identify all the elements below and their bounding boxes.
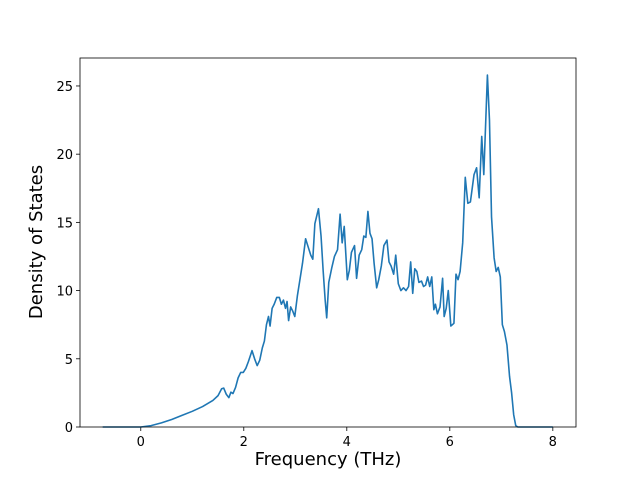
x-axis-label: Frequency (THz) bbox=[255, 449, 402, 470]
y-tick-label: 20 bbox=[56, 148, 73, 163]
y-tick-label: 15 bbox=[56, 216, 73, 231]
y-tick-label: 25 bbox=[56, 80, 73, 95]
y-tick-label: 5 bbox=[65, 353, 73, 368]
x-tick-label: 0 bbox=[137, 435, 145, 450]
x-tick-label: 4 bbox=[343, 435, 351, 450]
x-tick-label: 6 bbox=[446, 435, 454, 450]
x-tick-label: 2 bbox=[240, 435, 248, 450]
y-axis-label: Density of States bbox=[26, 165, 47, 319]
plot-frame bbox=[79, 57, 577, 428]
y-tick-label: 10 bbox=[56, 285, 73, 300]
x-tick-label: 8 bbox=[549, 435, 557, 450]
y-tick-label: 0 bbox=[65, 421, 73, 436]
line bbox=[102, 74, 553, 428]
